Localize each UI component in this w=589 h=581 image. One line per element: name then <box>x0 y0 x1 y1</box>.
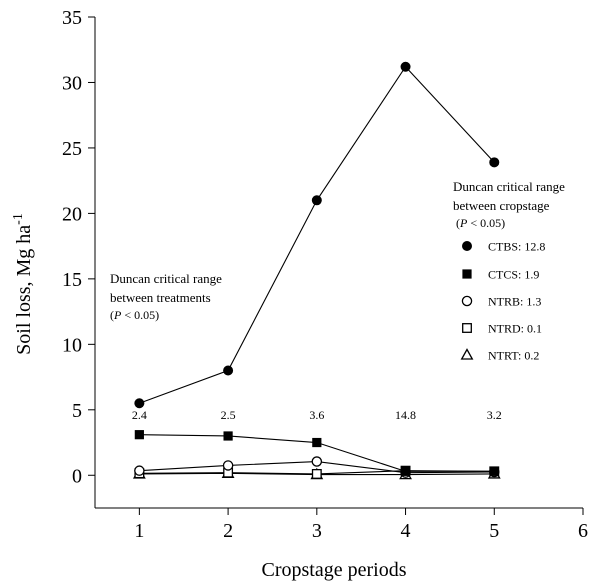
treatment-range-label: 2.5 <box>221 408 236 422</box>
y-axis-title-main: Soil loss, Mg ha <box>13 225 35 355</box>
series-line-ctbs <box>139 65 495 404</box>
annotation-treatments-line1: Duncan critical range <box>110 271 222 286</box>
annotation-cropstage-pvalue: (P < 0.05) <box>456 216 505 230</box>
x-tick-label: 5 <box>489 520 499 542</box>
y-tick-label: 5 <box>72 400 82 422</box>
legend-marker-ntrd <box>462 323 472 333</box>
pvalue-open: ( <box>110 308 114 322</box>
x-tick-label: 4 <box>401 520 411 542</box>
point-ctbs <box>400 61 411 72</box>
point-ntrb <box>222 460 234 471</box>
y-tick-label: 20 <box>62 203 82 225</box>
legend-label-ctcs: CTCS: 1.9 <box>488 268 539 282</box>
x-tick-label: 2 <box>223 520 233 542</box>
pvalue-var: P <box>459 216 468 230</box>
legend: CTBS: 12.8 CTCS: 1.9 NTRB: 1.3 NTRD: 0.1 NTR… <box>460 240 545 363</box>
y-axis-title: Soil loss, Mg ha-1 <box>11 213 35 355</box>
point-ntrb <box>134 465 145 476</box>
point-ctbs <box>223 365 234 376</box>
point-ctcs <box>223 431 233 441</box>
data-markers <box>132 61 501 480</box>
legend-label-ntrt: NTRT: 0.2 <box>488 349 539 363</box>
x-tick-label: 6 <box>578 520 588 542</box>
pvalue-rest: < 0.05) <box>121 308 159 322</box>
legend-marker-ctcs <box>462 269 472 279</box>
x-tick-label: 3 <box>312 520 322 542</box>
annotation-treatments-pvalue: (P < 0.05) <box>110 308 159 322</box>
point-ctcs <box>134 430 144 440</box>
point-ntrb <box>311 456 323 467</box>
treatment-range-label: 3.2 <box>487 408 502 422</box>
axes: 0 5 10 15 20 25 30 35 1 2 3 4 5 6 <box>62 7 588 542</box>
legend-label-ntrd: NTRD: 0.1 <box>488 322 542 336</box>
point-ntrd <box>311 469 322 479</box>
pvalue-rest: < 0.05) <box>467 216 505 230</box>
point-ctcs <box>312 437 322 448</box>
y-tick-label: 0 <box>72 465 82 487</box>
point-ctbs <box>311 195 322 206</box>
legend-label-ntrb: NTRB: 1.3 <box>488 295 541 309</box>
pvalue-open: ( <box>456 216 460 230</box>
pvalue-var: P <box>113 308 122 322</box>
treatment-range-label: 14.8 <box>395 408 416 422</box>
annotation-cropstage-line2: between cropstage <box>453 198 550 213</box>
y-tick-label: 15 <box>62 269 82 291</box>
x-tick-label: 1 <box>134 520 144 542</box>
y-axis-title-superscript: -1 <box>11 213 26 225</box>
x-axis-title: Cropstage periods <box>262 559 407 581</box>
point-ctcs <box>489 466 499 476</box>
treatment-range-label: 3.6 <box>309 408 324 422</box>
y-tick-label: 10 <box>62 334 82 356</box>
y-tick-label: 25 <box>62 138 82 160</box>
point-ctcs <box>400 466 411 476</box>
treatment-range-label: 2.4 <box>132 408 147 422</box>
point-ctbs <box>489 157 500 168</box>
legend-marker-ntrb <box>461 295 473 307</box>
annotation-treatments-line2: between treatments <box>110 290 211 305</box>
legend-marker-ntrt <box>460 348 474 360</box>
y-tick-label: 30 <box>62 72 82 94</box>
annotation-cropstage-line1: Duncan critical range <box>453 179 565 194</box>
y-tick-label: 35 <box>62 7 82 29</box>
legend-label-ctbs: CTBS: 12.8 <box>488 240 545 254</box>
treatment-range-labels: 2.4 2.5 3.6 14.8 3.2 <box>132 408 502 422</box>
point-ctbs <box>134 398 145 409</box>
legend-marker-ctbs <box>462 241 472 251</box>
